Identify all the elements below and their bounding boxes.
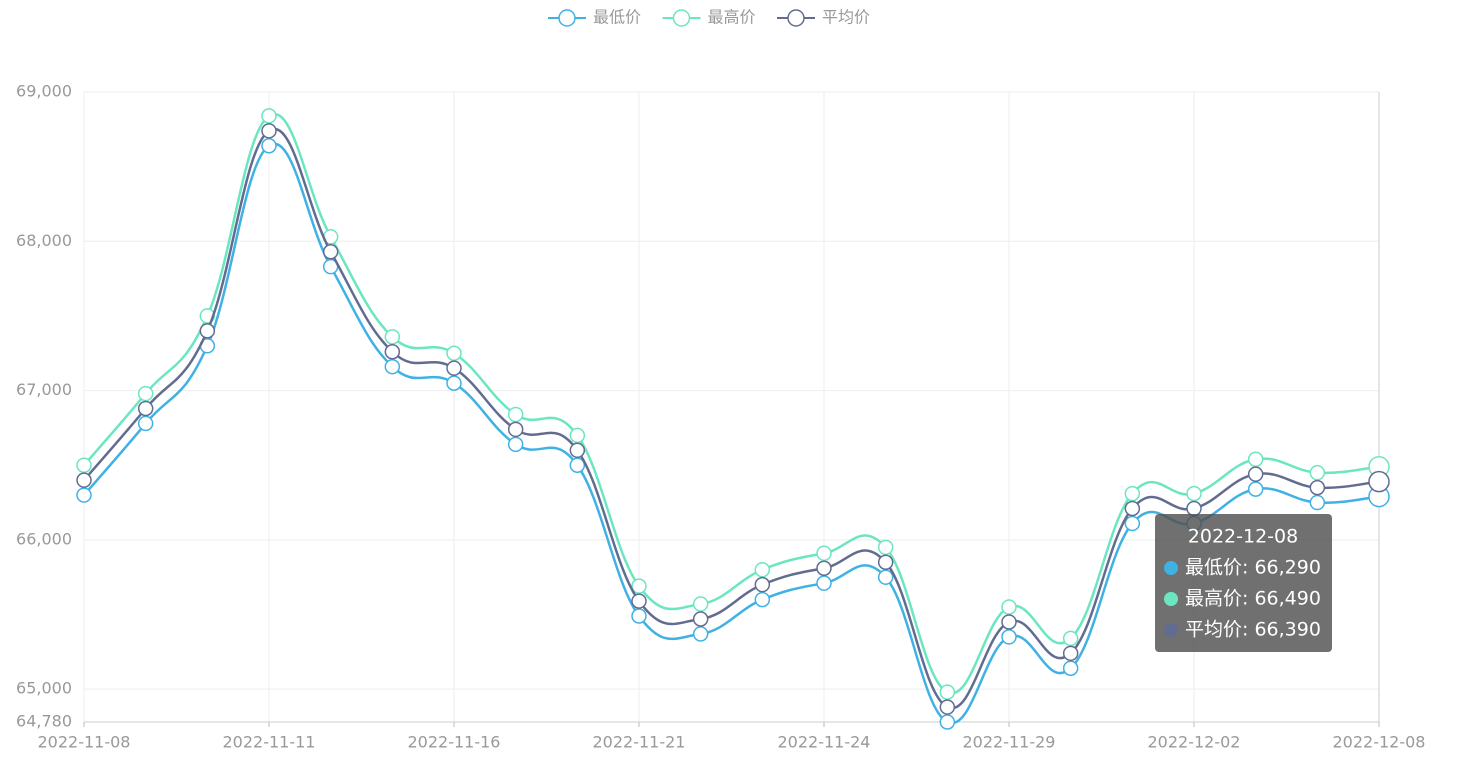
tooltip-item: 最低价: 66,290 (1185, 557, 1321, 579)
data-point (816, 560, 832, 576)
legend-icon (558, 9, 576, 27)
data-point (322, 243, 339, 260)
x-tick-label: 2022-11-29 (963, 733, 1056, 752)
data-point (631, 608, 647, 624)
data-point (1124, 500, 1141, 517)
data-point (1124, 485, 1141, 502)
legend-label: 最高价 (708, 8, 756, 27)
tooltip-box (1155, 514, 1332, 652)
data-point (692, 596, 709, 612)
data-point (76, 487, 92, 503)
data-point (1309, 479, 1326, 496)
data-point (877, 539, 894, 556)
data-point (1062, 660, 1079, 677)
data-point (261, 137, 277, 154)
data-point (939, 714, 956, 730)
tooltip-title: 2022-12-08 (1188, 526, 1298, 548)
legend-icon (672, 9, 691, 27)
data-point (939, 684, 956, 700)
tooltip-item: 平均价: 66,390 (1185, 619, 1321, 641)
x-tick-label: 2022-11-11 (223, 733, 316, 752)
data-point (877, 554, 894, 571)
data-point (1247, 481, 1264, 497)
data-point (1309, 494, 1326, 511)
tooltip-dot (1164, 592, 1178, 606)
data-point (569, 457, 586, 473)
y-tick-label: 66,000 (16, 529, 72, 548)
legend-icon (787, 9, 805, 27)
data-point (1247, 466, 1264, 482)
data-point (816, 575, 832, 591)
legend-label: 平均价 (822, 8, 870, 27)
legend-label: 最低价 (593, 8, 641, 27)
tooltip: 2022-12-08 最低价: 66,290 最高价: 66,490 平均价: 66,… (1155, 514, 1332, 652)
y-tick-label: 65,000 (16, 679, 72, 698)
x-tick-label: 2022-12-02 (1148, 733, 1241, 752)
data-point (384, 344, 401, 360)
x-tick-label: 2022-12-08 (1333, 733, 1426, 752)
data-point (446, 360, 462, 376)
data-point (1124, 515, 1141, 532)
data-point (754, 576, 771, 593)
data-point (137, 415, 154, 432)
x-tick-label: 2022-11-21 (593, 733, 686, 752)
data-point (1186, 485, 1202, 502)
y-tick-label: 69,000 (16, 82, 72, 101)
legend: 最低价 最高价 平均价 (548, 8, 870, 27)
data-point (76, 457, 92, 473)
data-point (137, 400, 154, 417)
data-point (569, 442, 586, 459)
tooltip-dot (1164, 623, 1178, 637)
data-point (507, 421, 524, 438)
tooltip-item: 最高价: 66,490 (1185, 588, 1321, 610)
data-point (384, 358, 401, 375)
x-tick-label: 2022-11-08 (38, 733, 131, 752)
data-point (1186, 500, 1202, 517)
data-point (816, 545, 832, 562)
data-point (261, 108, 277, 124)
data-point (1062, 630, 1079, 647)
y-tick-label: 67,000 (16, 380, 72, 399)
data-point (199, 323, 216, 339)
data-point (1001, 629, 1017, 645)
data-point (384, 329, 401, 345)
data-point (754, 561, 771, 578)
data-point (446, 375, 462, 391)
x-tick-label: 2022-11-24 (778, 733, 871, 752)
y-tick-label: 64,780 (16, 712, 72, 731)
data-point (631, 593, 647, 609)
data-point (569, 427, 586, 444)
tooltip-dot (1164, 561, 1178, 575)
data-point (1001, 614, 1017, 630)
data-point (507, 406, 524, 423)
data-point (877, 569, 894, 585)
data-point (446, 345, 462, 362)
data-point (1309, 464, 1326, 481)
data-point (1247, 451, 1264, 468)
data-point (1062, 645, 1079, 662)
y-tick-label: 68,000 (16, 231, 72, 250)
data-point (939, 699, 956, 715)
data-point (507, 436, 524, 453)
data-point (137, 385, 154, 402)
data-point (1001, 599, 1017, 615)
data-point (692, 626, 709, 642)
data-point (1368, 470, 1390, 493)
data-point (754, 591, 771, 608)
data-point (631, 578, 647, 594)
data-point (76, 472, 92, 488)
x-tick-label: 2022-11-16 (408, 733, 501, 752)
data-point (261, 123, 277, 139)
data-point (692, 611, 709, 627)
